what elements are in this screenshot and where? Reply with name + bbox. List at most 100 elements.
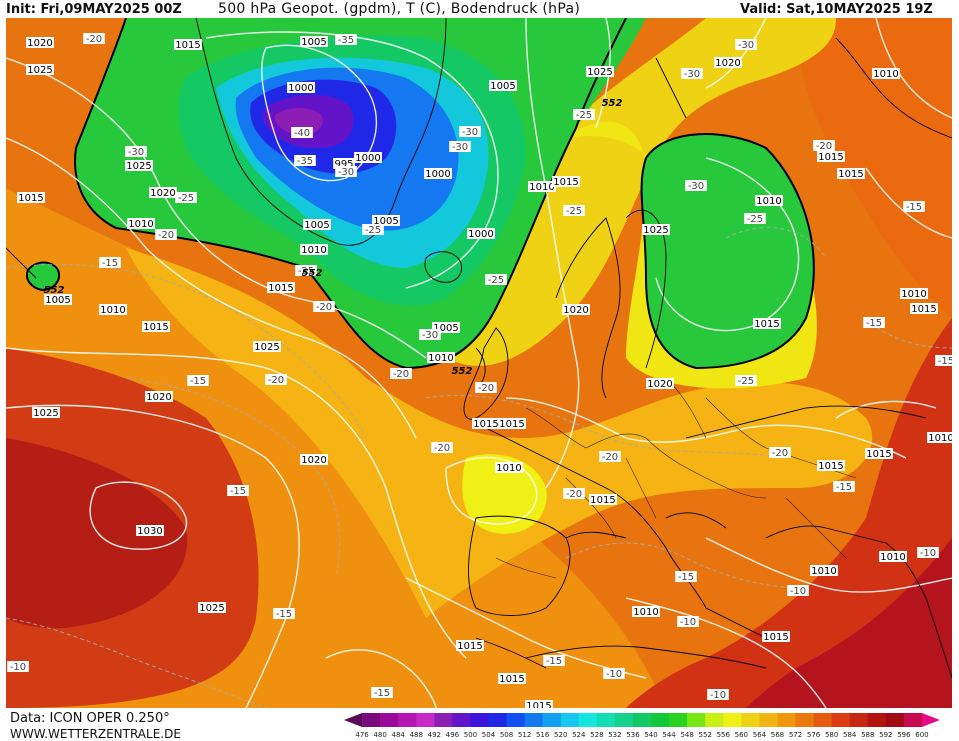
legend-swatch (921, 713, 940, 727)
temperature-label: -15 (187, 375, 209, 387)
legend-tick-label: 496 (446, 731, 460, 739)
pressure-label: 1010 (495, 462, 523, 474)
pressure-label-text: 1005 (301, 37, 326, 48)
legend-tick-label: 576 (807, 731, 821, 739)
temperature-label-bg (187, 375, 209, 386)
pressure-label-text: 1025 (126, 161, 151, 172)
pressure-label: 1010 (528, 181, 556, 193)
temperature-label-bg (599, 451, 621, 462)
legend-tick-label: 584 (843, 731, 857, 739)
temperature-label-text: -20 (158, 230, 174, 241)
pressure-label: 1025 (26, 64, 54, 76)
pressure-label: 1020 (26, 37, 54, 49)
temperature-label-bg (603, 668, 625, 679)
legend-tick-label: 500 (464, 731, 477, 739)
temperature-label-bg (227, 485, 249, 496)
pressure-label-bg (174, 39, 202, 50)
temperature-label-bg (449, 141, 471, 152)
temperature-label-text: -20 (816, 141, 832, 152)
pressure-label-text: 1010 (901, 289, 926, 300)
pressure-label-bg (372, 215, 400, 226)
temperature-label-bg (681, 68, 703, 79)
temperature-label-bg (273, 608, 295, 619)
temperature-label-text: -20 (316, 302, 332, 313)
temperature-label-text: -30 (738, 40, 754, 51)
pressure-label-bg (287, 82, 315, 93)
legend-swatch (452, 713, 471, 727)
pressure-label-bg (354, 152, 382, 163)
legend-swatch (344, 713, 363, 727)
temperature-label-text: -15 (276, 609, 292, 620)
website-credit: WWW.WETTERZENTRALE.DE (10, 727, 181, 741)
temperature-label-text: -15 (374, 688, 390, 699)
temperature-label-text: -35 (297, 156, 313, 167)
temperature-label-bg (833, 481, 855, 492)
pressure-label-bg (910, 303, 938, 314)
pressure-label-bg (198, 602, 226, 613)
legend-tick-label: 540 (644, 731, 657, 739)
temperature-label-bg (313, 301, 335, 312)
pressure-label-text: 1015 (175, 40, 200, 51)
pressure-label-text: 1015 (526, 701, 551, 708)
pressure-label-text: 1010 (633, 607, 658, 618)
pressure-label: 1015 (753, 318, 781, 330)
temperature-label-bg (813, 140, 835, 151)
pressure-label-bg (837, 168, 865, 179)
temperature-label: -20 (475, 382, 497, 394)
pressure-label: 1010 (872, 68, 900, 80)
pressure-label: 1015 (910, 303, 938, 315)
temperature-label-bg (99, 257, 121, 268)
legend-swatch (669, 713, 688, 727)
pressure-label-bg (300, 454, 328, 465)
pressure-label-text: 1015 (818, 152, 843, 163)
isobars (6, 18, 952, 708)
temperature-label: -15 (675, 571, 697, 583)
temperature-label-text: -25 (488, 275, 504, 286)
pressure-label-text: 1025 (199, 603, 224, 614)
temperature-label-text: -20 (434, 443, 450, 454)
temperature-label-text: -30 (462, 127, 478, 138)
pressure-label: 1030 (136, 525, 164, 537)
pressure-label-text: 1020 (647, 379, 672, 390)
legend-swatch (632, 713, 652, 727)
legend-swatch (777, 713, 797, 727)
temperature-label-bg (917, 547, 939, 558)
legend-tick-label: 556 (717, 731, 731, 739)
temperature-label-text: -30 (684, 69, 700, 80)
temperature-label: -30 (735, 39, 757, 51)
legend-tick-label: 520 (554, 731, 567, 739)
temperature-label-text: -15 (906, 202, 922, 213)
pressure-label-text: 1015 (499, 419, 524, 430)
temperature-label-text: -30 (128, 147, 144, 158)
legend-tick-label: 580 (825, 731, 838, 739)
pressure-label-text: 1000 (425, 169, 450, 180)
color-legend: 476 480 484 488 492 496 500 504 508 512 516 520 524 5… (344, 713, 940, 739)
legend-swatch (488, 713, 508, 727)
pressure-label-bg (427, 352, 455, 363)
legend-swatch (795, 713, 815, 727)
pressure-label-bg (17, 192, 45, 203)
temperature-label: -30 (459, 126, 481, 138)
temperature-label-text: -30 (452, 142, 468, 153)
temperature-label-bg (295, 265, 317, 276)
temperature-label-text: -15 (190, 376, 206, 387)
temperature-labels: -20 -35 -30 -30 -40 -30 -30 -35 -30 -25 -30 -20 -25 -… (7, 33, 952, 701)
legend-swatch (723, 713, 742, 727)
temperature-label-bg (371, 687, 393, 698)
pressure-label-text: 1020 (301, 455, 326, 466)
temperature-label: -15 (935, 355, 952, 367)
pressure-label-bg (432, 322, 460, 333)
pressure-label: 1000 (424, 168, 452, 180)
pressure-label-text: 1025 (643, 225, 668, 236)
legend-tick-label: 528 (590, 731, 603, 739)
pressure-label: 1025 (642, 224, 670, 236)
pressure-label-bg (489, 80, 517, 91)
temperature-label-bg (485, 274, 507, 285)
legend-swatch (596, 713, 616, 727)
pressure-label: 1015 (762, 631, 790, 643)
coastlines (6, 18, 952, 679)
pressure-label-bg (562, 304, 590, 315)
geopotential-label: 552 (302, 268, 323, 279)
pressure-label-text: 995 (334, 159, 353, 170)
temperature-label-bg (744, 213, 766, 224)
